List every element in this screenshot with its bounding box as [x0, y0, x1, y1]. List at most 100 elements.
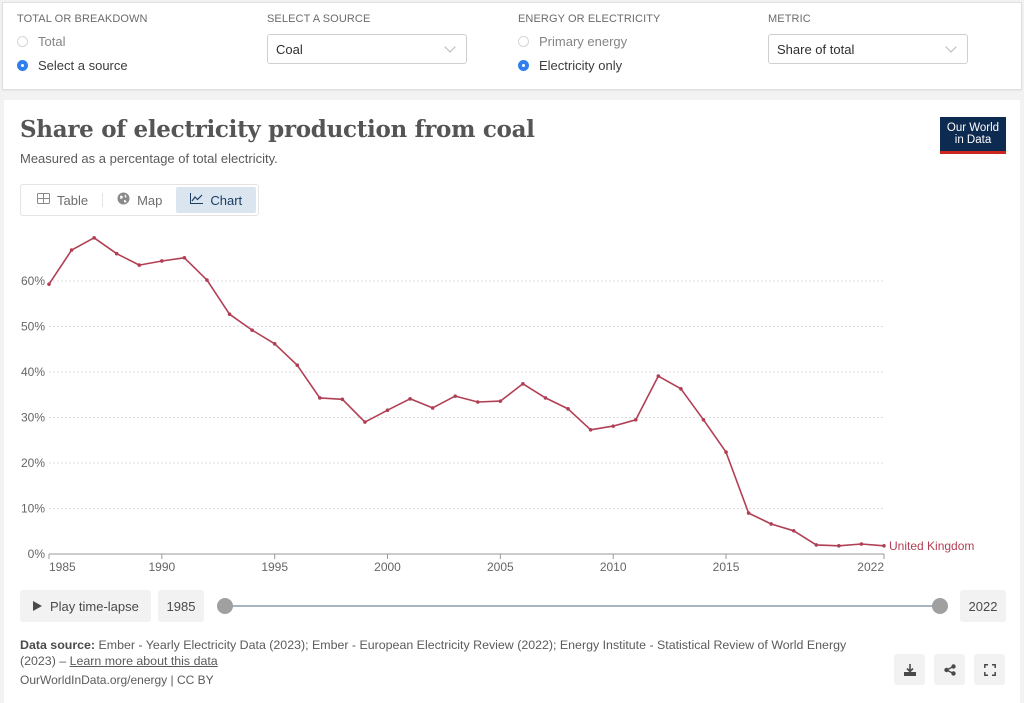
timeline-start-year[interactable]: 1985 — [158, 590, 204, 622]
x-axis: 1985 1990 1995 2000 2005 2010 2015 2022 — [48, 553, 885, 574]
x-tick-label: 2010 — [600, 560, 627, 574]
data-point — [453, 394, 458, 398]
data-point — [430, 406, 435, 410]
data-point — [814, 543, 819, 547]
metric-control: METRIC Share of total — [768, 13, 968, 64]
share-button[interactable] — [934, 654, 965, 685]
series-line — [48, 236, 885, 547]
data-point — [521, 382, 525, 386]
radio-checked-icon — [17, 59, 28, 71]
data-point — [588, 427, 593, 432]
x-tick-label: 2005 — [487, 560, 514, 574]
y-tick-label: 0% — [28, 547, 46, 561]
data-source: Data source: Ember - Yearly Electricity … — [20, 638, 850, 669]
timeline-end-handle[interactable] — [932, 598, 948, 614]
data-point — [656, 374, 661, 378]
data-point — [227, 312, 232, 317]
fullscreen-button[interactable] — [974, 654, 1005, 685]
logo-line-1: Our World — [946, 122, 1000, 134]
tab-map[interactable]: Map — [103, 187, 176, 213]
grid-lines — [49, 280, 884, 509]
data-point — [566, 407, 570, 411]
data-point — [114, 251, 119, 256]
data-point — [724, 450, 728, 454]
energy-label: ENERGY OR ELECTRICITY — [518, 13, 661, 25]
data-point — [498, 399, 503, 403]
data-point — [318, 396, 322, 400]
data-point — [679, 387, 683, 391]
learn-more-link[interactable]: Learn more about this data — [69, 653, 218, 668]
x-tick-label: 2000 — [374, 560, 401, 574]
source-select[interactable]: Coal — [267, 34, 467, 64]
timeline-end-year[interactable]: 2022 — [960, 590, 1006, 622]
data-point — [182, 255, 187, 260]
y-tick-label: 10% — [21, 502, 45, 516]
tab-chart[interactable]: Chart — [176, 187, 257, 213]
radio-electricity-only-label: Electricity only — [539, 57, 623, 73]
y-tick-label: 40% — [21, 365, 45, 379]
series-label: United Kingdom — [889, 539, 974, 553]
y-tick-label: 20% — [21, 456, 45, 470]
energy-control: ENERGY OR ELECTRICITY Primary energy Ele… — [518, 13, 660, 73]
timeline-start-handle[interactable] — [217, 598, 233, 614]
data-point — [633, 417, 638, 422]
metric-label: METRIC — [768, 13, 811, 25]
x-tick-label: 1985 — [49, 560, 76, 574]
timeline: Play time-lapse 1985 2022 — [20, 590, 1010, 622]
data-point — [701, 417, 706, 422]
data-point — [611, 424, 615, 428]
chevron-down-icon — [945, 40, 957, 53]
tab-divider — [102, 193, 104, 207]
series-united-kingdom: United Kingdom — [47, 235, 974, 553]
radio-total[interactable]: Total — [17, 33, 148, 49]
share-icon — [943, 663, 956, 676]
view-tabs: Table Map Chart — [20, 184, 260, 216]
tab-table[interactable]: Table — [23, 187, 102, 213]
data-point — [92, 235, 96, 240]
tab-map-label: Map — [137, 192, 163, 208]
data-point — [769, 522, 773, 526]
license-text: OurWorldInData.org/energy | CC BY — [20, 673, 214, 687]
logo-line-2: in Data — [954, 134, 992, 146]
radio-select-a-source-label: Select a source — [38, 57, 128, 73]
table-icon — [37, 193, 50, 207]
owid-logo[interactable]: Our World in Data — [940, 117, 1006, 154]
data-point — [250, 328, 254, 332]
radio-unchecked-icon — [518, 35, 529, 47]
x-tick-label: 1990 — [148, 560, 175, 574]
source-select-value: Coal — [276, 41, 303, 57]
download-button[interactable] — [894, 654, 925, 685]
play-icon — [33, 601, 42, 611]
data-point — [746, 511, 751, 515]
y-tick-label: 60% — [21, 274, 45, 288]
metric-select[interactable]: Share of total — [768, 34, 968, 64]
fullscreen-icon — [983, 663, 996, 676]
radio-select-a-source[interactable]: Select a source — [17, 57, 148, 73]
radio-unchecked-icon — [17, 35, 28, 47]
data-source-text: Ember - Yearly Electricity Data (2023); … — [20, 638, 847, 668]
chevron-down-icon — [444, 40, 456, 53]
x-tick-label: 1995 — [261, 560, 288, 574]
tab-table-label: Table — [57, 192, 89, 208]
x-tick-label: 2015 — [713, 560, 740, 574]
y-axis-labels: 0% 10% 20% 30% 40% 50% 60% — [21, 274, 45, 561]
data-point — [408, 397, 412, 401]
radio-checked-icon — [518, 59, 529, 71]
data-point — [160, 259, 164, 263]
data-point — [295, 363, 300, 367]
data-point — [363, 420, 367, 424]
breakdown-control: TOTAL OR BREAKDOWN Total Select a source — [17, 13, 148, 73]
chart-card: Share of electricity production from coa… — [4, 100, 1020, 703]
data-point — [340, 397, 345, 402]
data-point — [137, 263, 142, 267]
data-point — [475, 400, 480, 404]
radio-primary-energy[interactable]: Primary energy — [518, 33, 660, 49]
data-point — [882, 544, 886, 548]
data-point — [69, 248, 74, 252]
source-control: SELECT A SOURCE Coal — [267, 13, 467, 64]
radio-electricity-only[interactable]: Electricity only — [518, 57, 660, 73]
data-point — [837, 544, 841, 548]
timeline-slider-track[interactable] — [225, 605, 941, 607]
tab-chart-label: Chart — [210, 192, 243, 208]
play-timelapse-button[interactable]: Play time-lapse — [20, 590, 151, 622]
